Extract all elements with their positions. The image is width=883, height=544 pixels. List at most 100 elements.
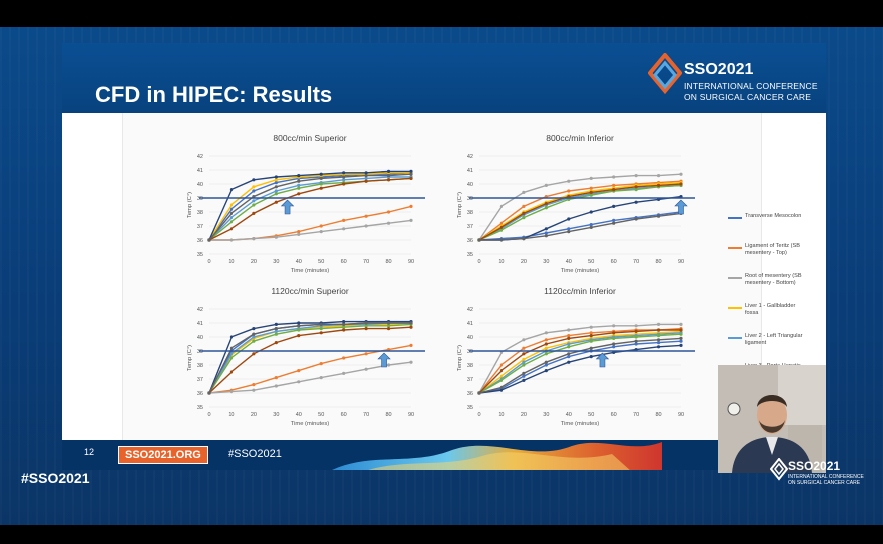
y-tick-label: 41	[467, 168, 473, 174]
chart-title: 1120cc/min Superior	[271, 286, 348, 296]
data-point	[297, 334, 301, 338]
data-point	[229, 211, 234, 215]
legend-swatch	[728, 277, 742, 279]
data-point	[342, 171, 346, 175]
data-point	[274, 235, 278, 239]
data-point	[544, 331, 548, 335]
y-tick-label: 39	[467, 196, 473, 202]
y-tick-label: 42	[467, 307, 473, 313]
data-point	[319, 230, 323, 234]
frame-logo: SSO2021 INTERNATIONAL CONFERENCE ON SURG…	[770, 452, 870, 492]
data-point	[634, 324, 638, 328]
y-tick-label: 42	[197, 154, 203, 160]
y-tick-label: 39	[197, 349, 203, 355]
series-line	[208, 320, 411, 394]
data-point	[679, 328, 683, 332]
legend-label: Liver 1 - Gallbladder fossa	[745, 303, 796, 316]
data-point	[274, 185, 278, 189]
data-point	[274, 181, 278, 185]
series-line	[478, 211, 682, 241]
x-tick-label: 50	[588, 412, 594, 418]
logo-year: SSO2021	[684, 61, 754, 78]
data-point	[499, 228, 504, 232]
data-point	[319, 186, 323, 190]
y-axis-label: Temp (C°)	[187, 345, 193, 371]
data-point	[499, 388, 504, 392]
data-point	[499, 221, 504, 225]
data-point	[679, 339, 683, 343]
data-point	[544, 342, 548, 346]
x-tick-label: 40	[566, 412, 572, 418]
data-point	[319, 176, 323, 180]
x-tick-label: 50	[318, 259, 324, 265]
data-point	[522, 357, 526, 361]
x-tick-label: 10	[228, 259, 234, 265]
legend-label: Liver 2 - Left Triangular ligament	[745, 333, 803, 346]
y-tick-label: 42	[467, 154, 473, 160]
data-point	[274, 322, 278, 326]
data-point	[612, 336, 616, 340]
y-tick-label: 37	[467, 224, 473, 230]
y-tick-label: 36	[197, 391, 203, 397]
data-point	[364, 321, 368, 325]
data-point	[252, 352, 256, 356]
series-line	[478, 333, 682, 394]
data-point	[634, 174, 638, 178]
up-arrow-icon	[280, 199, 295, 215]
data-point	[297, 232, 301, 236]
x-tick-label: 60	[341, 412, 347, 418]
series-line	[478, 329, 681, 394]
x-tick-label: 30	[273, 259, 279, 265]
y-tick-label: 36	[467, 391, 473, 397]
conference-logo: SSO2021 INTERNATIONAL CONFERENCE ON SURG…	[648, 47, 826, 107]
data-point	[634, 329, 638, 333]
series-line	[478, 344, 682, 394]
data-point	[274, 384, 278, 388]
data-point	[589, 339, 593, 343]
data-point	[386, 327, 391, 331]
data-point	[544, 183, 548, 187]
data-point	[386, 169, 391, 173]
data-point	[319, 182, 323, 186]
x-tick-label: 50	[588, 259, 594, 265]
data-point	[634, 335, 638, 339]
x-tick-label: 40	[566, 259, 572, 265]
data-point	[364, 174, 368, 178]
data-point	[499, 374, 504, 378]
data-point	[656, 322, 661, 326]
data-point	[679, 343, 683, 347]
series-line	[478, 323, 681, 394]
data-point	[274, 329, 278, 333]
series-line	[208, 170, 411, 241]
chart-1120-inferior: 1120cc/min Inferior 35 36 37 38 39 40 41 42 0 10 20…	[457, 286, 695, 427]
data-point	[342, 325, 346, 329]
footer-url-badge[interactable]: SSO2021.ORG	[118, 446, 208, 464]
data-point	[229, 216, 234, 220]
data-point	[656, 328, 661, 332]
data-point	[229, 220, 234, 224]
series-line	[208, 326, 412, 394]
y-tick-label: 40	[197, 335, 203, 341]
data-point	[274, 189, 278, 193]
data-point	[386, 324, 391, 328]
x-tick-label: 90	[678, 412, 684, 418]
data-point	[409, 360, 413, 364]
frame-logo-line-2: ON SURGICAL CANCER CARE	[788, 480, 861, 486]
data-point	[612, 188, 616, 192]
data-point	[252, 327, 256, 331]
x-tick-label: 80	[385, 259, 391, 265]
data-point	[319, 376, 323, 380]
y-axis-label: Temp (C°)	[457, 192, 463, 218]
data-point	[207, 391, 211, 395]
data-point	[229, 227, 234, 231]
chart-800-inferior: 800cc/min Inferior 35 36 37 38 39 40 41 42 0 10 20 3…	[457, 133, 695, 274]
data-point	[544, 227, 548, 231]
data-point	[589, 223, 593, 227]
series-line	[478, 180, 682, 241]
data-point	[252, 332, 256, 336]
data-point	[656, 341, 661, 345]
data-point	[409, 343, 413, 347]
data-point	[342, 218, 346, 222]
x-tick-label: 30	[273, 412, 279, 418]
data-point	[522, 371, 526, 375]
